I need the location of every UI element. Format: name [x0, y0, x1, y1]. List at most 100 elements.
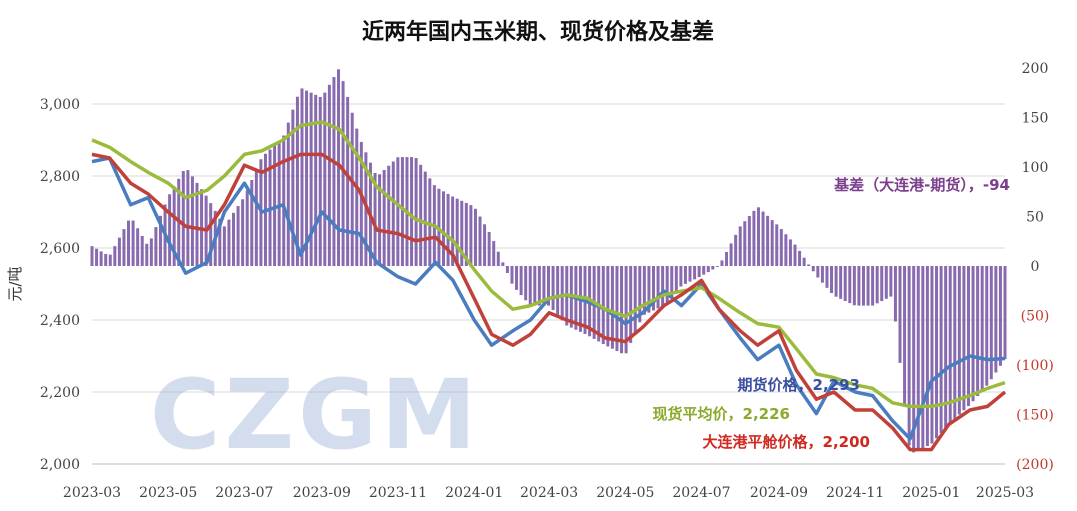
basis-bar: [798, 250, 802, 266]
basis-bar: [227, 219, 231, 266]
basis-bar: [122, 229, 126, 266]
left-axis-ticks: 2,000 2,200 2,400 2,600 2,800 3,000: [40, 97, 80, 473]
basis-bar: [725, 251, 729, 266]
right-tick-label: 0: [1031, 259, 1040, 275]
basis-bar: [674, 266, 678, 292]
basis-bar: [341, 81, 345, 267]
x-tick-label: 2023-03: [63, 485, 121, 501]
basis-bar: [241, 199, 245, 266]
basis-bar: [957, 266, 961, 415]
x-tick-label: 2025-01: [902, 485, 960, 501]
x-tick-label: 2025-03: [976, 485, 1034, 501]
basis-bar: [387, 165, 391, 266]
basis-bar: [168, 194, 172, 266]
basis-bar: [291, 109, 295, 266]
basis-bar: [547, 266, 550, 306]
basis-bar: [337, 69, 341, 266]
x-tick-label: 2024-09: [750, 485, 808, 501]
basis-bar: [428, 178, 432, 266]
basis-bar: [245, 190, 249, 266]
basis-bar: [976, 266, 980, 397]
basis-bar: [378, 174, 382, 266]
basis-bar: [688, 266, 692, 282]
basis-bar: [866, 266, 870, 306]
basis-bar: [962, 266, 966, 411]
x-tick-label: 2024-01: [445, 485, 503, 501]
chart-title: 近两年国内玉米期、现货价格及基差: [362, 19, 714, 45]
basis-bar: [998, 266, 1002, 366]
basis-bar: [396, 157, 400, 266]
basis-bar: [473, 208, 477, 266]
x-tick-label: 2024-11: [826, 485, 884, 501]
basis-bar: [350, 112, 354, 267]
basis-bar: [131, 220, 135, 266]
basis-bar: [834, 266, 838, 297]
basis-bar: [930, 266, 934, 444]
right-tick-label: (100): [1016, 358, 1054, 374]
basis-bar: [300, 88, 304, 266]
x-tick-label: 2023-11: [369, 485, 427, 501]
basis-bar: [442, 191, 446, 266]
basis-bar: [770, 220, 774, 266]
basis-bar: [108, 254, 112, 266]
basis-bar: [373, 172, 377, 266]
basis-bar: [642, 266, 646, 315]
basis-bar: [848, 266, 852, 304]
basis-bar: [857, 266, 861, 306]
basis-bar: [286, 122, 290, 266]
basis-bar: [140, 236, 144, 266]
basis-bar: [277, 140, 281, 266]
basis-bar: [980, 266, 984, 391]
basis-bar: [889, 266, 893, 297]
basis-bar: [693, 266, 697, 280]
series-labels: 期货价格，2,293 现货平均价，2,226 大连港平舱价格，2,200 基差（大连港…: [653, 176, 1010, 451]
basis-bar: [455, 198, 459, 266]
basis-bar: [446, 193, 450, 266]
x-tick-label: 2023-09: [293, 485, 351, 501]
left-tick-label: 2,600: [40, 241, 80, 257]
basis-bar: [766, 215, 770, 266]
basis-bar: [871, 266, 875, 306]
right-tick-label: 200: [1022, 61, 1049, 77]
basis-bar: [295, 96, 299, 266]
basis-bar: [788, 239, 792, 266]
basis-bar: [907, 266, 911, 446]
series-label: 期货价格，2,293: [738, 376, 860, 394]
basis-bar: [469, 205, 473, 266]
basis-bar: [747, 216, 751, 266]
basis-bar: [843, 266, 847, 301]
x-tick-label: 2024-05: [596, 485, 654, 501]
basis-bar: [784, 234, 788, 266]
basis-bar: [647, 266, 651, 313]
basis-bar: [414, 158, 418, 266]
basis-bar: [903, 266, 907, 405]
basis-bar: [775, 224, 779, 266]
basis-bar: [505, 266, 509, 274]
basis-bar: [729, 243, 733, 266]
basis-bar: [711, 266, 715, 270]
y-axis-label: 元/吨: [6, 266, 24, 301]
basis-bar: [327, 84, 331, 266]
basis-bar: [702, 266, 706, 275]
basis-bar: [816, 266, 820, 278]
basis-bar: [136, 228, 140, 266]
right-tick-label: 150: [1022, 111, 1049, 127]
basis-bar: [651, 266, 655, 311]
basis-bar: [145, 243, 149, 266]
x-tick-label: 2023-05: [139, 485, 197, 501]
basis-bar: [985, 266, 989, 386]
basis-bar: [542, 266, 546, 306]
basis-bar: [323, 92, 327, 266]
basis-bar: [332, 77, 336, 266]
basis-bar: [989, 266, 993, 380]
basis-bar: [638, 266, 642, 323]
basis-bar: [154, 227, 158, 266]
basis-bar: [921, 266, 925, 449]
basis-bar: [90, 246, 94, 266]
basis-bar: [656, 266, 660, 309]
basis-bar: [661, 266, 665, 307]
basis-bar: [359, 141, 363, 266]
basis-bar: [483, 224, 487, 266]
x-tick-label: 2024-07: [672, 485, 730, 501]
basis-bar: [95, 248, 99, 266]
